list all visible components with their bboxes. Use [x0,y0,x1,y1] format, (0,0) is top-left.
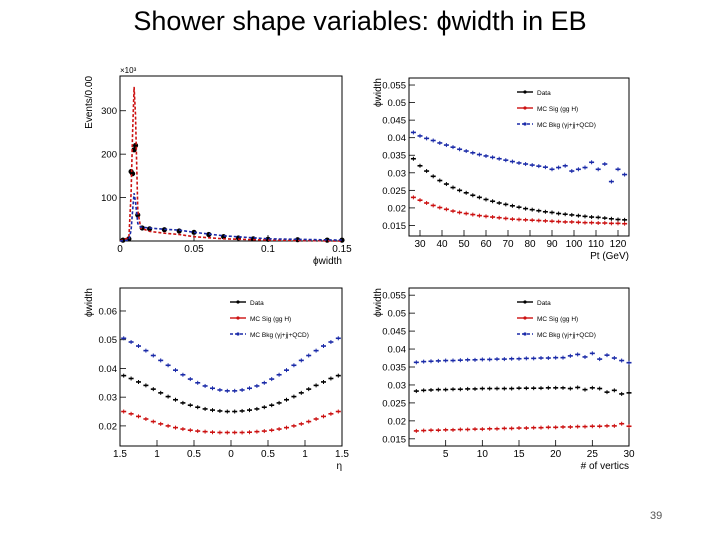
x-tick-label: 5 [443,449,449,460]
legend-entry: MC Sig (gg H) [537,106,578,113]
x-tick-label: 20 [550,449,562,460]
y-axis-label: ϕwidth [373,78,384,107]
x-tick-label: 100 [566,239,583,250]
y-axis-label: Events/0.00 [84,76,95,129]
x-axis-label: Pt (GeV) [590,251,629,262]
y-tick-label: 0.02 [388,203,407,214]
x-tick-label: 60 [480,239,492,250]
data-point [191,229,197,235]
x-tick-label: 0.05 [184,244,204,255]
x-axis-label: ϕwidth [313,256,342,267]
x-tick-label: 90 [546,239,558,250]
x-tick-label: 15 [513,449,525,460]
y-tick-label: 0.02 [388,416,407,427]
y-tick-label: 0.02 [99,421,118,432]
data-point [206,231,212,238]
x-tick-label: 0.1 [261,244,275,255]
y-tick-label: 0.03 [99,393,118,404]
y-axis-label: ϕwidth [373,288,384,317]
legend-entry: Data [537,300,551,307]
legend-entry: Data [537,90,551,97]
x-tick-label: 70 [502,239,514,250]
x-tick-label: 40 [436,239,448,250]
x-tick-label: 110 [588,239,604,250]
series-line [119,193,343,242]
y-tick-label: 300 [101,106,117,117]
x-tick-label: 80 [524,239,536,250]
y-tick-label: 0.035 [382,151,406,162]
plot-frame [119,287,343,447]
legend-entry: MC Bkg (γj+jj+QCD) [250,332,309,339]
legend-marker [523,122,527,126]
y-tick-label: 200 [101,150,117,161]
x-tick-label: 120 [610,239,627,250]
y-tick-label: 100 [101,193,117,204]
y-tick-label: 0.03 [388,380,407,391]
legend-marker [523,332,527,336]
legend-marker [236,300,240,304]
x-tick-label: 10 [477,449,489,460]
x-tick-label: 0 [228,449,234,460]
chart-phiwidth-distribution: 0 0.05 0.1 0.15 100 200 300 ϕwidth Events/0.00 ×1… [84,66,352,267]
slide-title: Shower shape variables: ϕwidth in EB [133,6,587,36]
legend-entry: MC Sig (gg H) [537,316,578,323]
y-tick-label: 0.055 [382,291,406,302]
y-tick-label: 0.035 [382,363,406,374]
y-axis-exponent: ×10³ [120,66,137,75]
legend-entry: MC Sig (gg H) [250,316,291,323]
legend-entry: MC Bkg (γj+jj+QCD) [537,332,596,339]
y-tick-label: 0.055 [382,81,406,92]
chart-phiwidth-vs-nvertices: 5 10 15 20 25 30 0.015 0.02 0.025 0.03 0.035 0.04 0.… [373,287,635,472]
plot-frame [119,75,343,242]
y-tick-label: 0.04 [388,345,407,356]
x-tick-label: 30 [414,239,426,250]
y-tick-label: 0.015 [382,434,406,445]
y-tick-label: 0.05 [388,309,407,320]
y-tick-label: 0.025 [382,186,406,197]
y-tick-label: 0.04 [99,364,118,375]
page-number: 39 [650,510,663,522]
x-tick-label: 1.5 [335,449,349,460]
x-tick-label: 1.5 [113,449,127,460]
x-tick-label: 0 [117,244,123,255]
x-tick-label: 0.5 [261,449,275,460]
legend-marker [523,300,527,304]
x-axis-label: η [336,461,342,472]
legend-marker [236,332,240,336]
x-tick-label: 1 [154,449,160,460]
legend-marker [523,90,527,94]
legend-marker [236,316,240,320]
y-tick-label: 0.045 [382,116,406,127]
x-tick-label: 0.15 [332,244,352,255]
y-tick-label: 0.015 [382,221,406,232]
x-tick-label: 25 [587,449,599,460]
series-line [119,86,343,242]
x-tick-label: 0.5 [187,449,201,460]
y-tick-label: 0.05 [388,98,407,109]
plot-frame [408,287,630,447]
plot-frame [408,77,630,237]
y-tick-label: 0.045 [382,327,406,338]
chart-phiwidth-vs-pt: 30 40 50 60 70 80 90 100 110 120 0.015 0.02 0.025 0.0… [373,77,630,262]
y-tick-label: 0.06 [99,306,118,317]
x-tick-label: 1 [302,449,308,460]
x-axis-label: # of vertics [581,461,629,472]
legend-marker [523,106,527,110]
y-tick-label: 0.025 [382,398,406,409]
legend-marker [523,316,527,320]
y-tick-label: 0.03 [388,168,407,179]
y-tick-label: 0.05 [99,335,118,346]
chart-phiwidth-vs-eta: 1.5 1 0.5 0 0.5 1 1.5 0.02 0.03 0.04 0.05 0.06 η ϕwid… [84,287,349,472]
legend-entry: MC Bkg (γj+jj+QCD) [537,122,596,129]
x-tick-label: 50 [458,239,470,250]
y-axis-label: ϕwidth [84,288,95,317]
y-tick-label: 0.04 [388,133,407,144]
x-tick-label: 30 [623,449,635,460]
legend-entry: Data [250,300,264,307]
